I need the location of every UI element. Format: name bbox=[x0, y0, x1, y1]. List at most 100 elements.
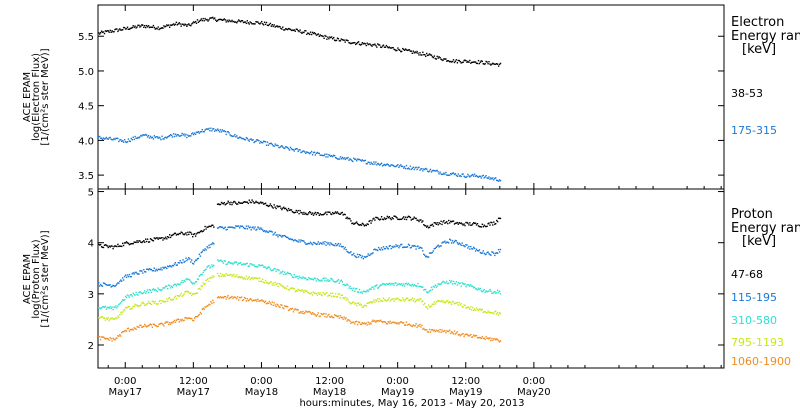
proton-point-1060-1900 bbox=[171, 322, 174, 324]
electron-point-38-53 bbox=[133, 26, 135, 29]
proton-point-310-580 bbox=[239, 262, 241, 264]
proton-point-47-68 bbox=[290, 209, 293, 211]
proton-point-795-1193 bbox=[466, 306, 468, 309]
proton-point-310-580 bbox=[406, 283, 409, 286]
proton-point-310-580 bbox=[286, 273, 288, 275]
proton-point-310-580 bbox=[138, 291, 140, 294]
proton-point-47-68 bbox=[365, 224, 367, 227]
proton-point-115-195 bbox=[289, 238, 292, 240]
proton-point-115-195 bbox=[247, 225, 249, 227]
proton-point-115-195 bbox=[461, 242, 463, 244]
proton-point-1060-1900 bbox=[127, 327, 130, 329]
electron-point-38-53 bbox=[316, 33, 319, 36]
proton-point-47-68 bbox=[343, 213, 345, 215]
electron-point-38-53 bbox=[378, 44, 380, 46]
electron-point-175-315 bbox=[210, 127, 212, 129]
electron-point-175-315 bbox=[159, 137, 161, 139]
proton-point-795-1193 bbox=[459, 304, 461, 306]
proton-point-795-1193 bbox=[125, 307, 128, 309]
proton-point-795-1193 bbox=[372, 301, 374, 303]
proton-point-795-1193 bbox=[446, 300, 448, 302]
proton-point-310-580 bbox=[334, 281, 337, 283]
proton-point-115-195 bbox=[108, 284, 110, 286]
proton-point-310-580 bbox=[156, 290, 158, 293]
proton-point-795-1193 bbox=[272, 282, 274, 284]
proton-point-115-195 bbox=[197, 257, 200, 260]
proton-point-310-580 bbox=[244, 263, 247, 266]
proton-point-47-68 bbox=[98, 243, 100, 246]
proton-point-115-195 bbox=[207, 247, 209, 249]
proton-point-115-195 bbox=[434, 247, 436, 249]
proton-point-795-1193 bbox=[334, 293, 337, 295]
electron-point-175-315 bbox=[222, 130, 225, 132]
electron-point-175-315 bbox=[391, 164, 393, 166]
proton-point-310-580 bbox=[296, 275, 298, 278]
proton-point-310-580 bbox=[268, 266, 271, 269]
proton-point-1060-1900 bbox=[425, 329, 427, 331]
proton-point-47-68 bbox=[368, 220, 370, 223]
proton-point-310-580 bbox=[231, 262, 233, 264]
proton-point-795-1193 bbox=[223, 274, 225, 276]
proton-point-795-1193 bbox=[177, 295, 179, 297]
proton-point-795-1193 bbox=[477, 309, 480, 312]
proton-point-795-1193 bbox=[384, 299, 387, 301]
electron-point-38-53 bbox=[375, 44, 377, 47]
proton-point-47-68 bbox=[460, 222, 462, 224]
proton-point-115-195 bbox=[406, 246, 409, 248]
electron-point-175-315 bbox=[278, 146, 280, 149]
proton-point-1060-1900 bbox=[418, 325, 420, 327]
proton-point-795-1193 bbox=[487, 310, 489, 312]
proton-point-1060-1900 bbox=[125, 330, 128, 332]
proton-point-47-68 bbox=[153, 237, 155, 239]
proton-point-47-68 bbox=[477, 225, 480, 227]
proton-point-310-580 bbox=[195, 281, 198, 283]
proton-point-310-580 bbox=[372, 286, 374, 288]
proton-point-1060-1900 bbox=[233, 296, 235, 298]
proton-point-1060-1900 bbox=[100, 336, 103, 338]
proton-point-47-68 bbox=[428, 226, 431, 228]
electron-point-38-53 bbox=[265, 21, 268, 24]
proton-point-310-580 bbox=[295, 276, 297, 278]
electron-point-175-315 bbox=[433, 170, 435, 172]
electron-point-175-315 bbox=[153, 135, 155, 137]
proton-point-795-1193 bbox=[411, 297, 413, 299]
proton-point-1060-1900 bbox=[330, 316, 332, 318]
proton-point-47-68 bbox=[336, 211, 339, 213]
proton-point-1060-1900 bbox=[180, 320, 182, 322]
proton-point-1060-1900 bbox=[447, 330, 449, 332]
electron-point-175-315 bbox=[341, 156, 343, 159]
proton-point-47-68 bbox=[239, 202, 241, 204]
proton-point-115-195 bbox=[380, 247, 383, 249]
proton-point-1060-1900 bbox=[284, 305, 286, 307]
proton-point-1060-1900 bbox=[474, 334, 477, 337]
proton-point-1060-1900 bbox=[169, 323, 172, 325]
proton-point-47-68 bbox=[306, 213, 308, 216]
proton-point-115-195 bbox=[116, 283, 118, 285]
proton-point-1060-1900 bbox=[263, 301, 266, 304]
proton-point-115-195 bbox=[371, 253, 373, 255]
proton-point-115-195 bbox=[271, 231, 273, 233]
proton-point-115-195 bbox=[347, 251, 349, 253]
proton-point-1060-1900 bbox=[417, 324, 419, 327]
electron-point-175-315 bbox=[151, 136, 154, 138]
proton-legend-title-3: [keV] bbox=[742, 234, 776, 249]
electron-point-38-53 bbox=[210, 17, 212, 19]
proton-point-47-68 bbox=[372, 218, 374, 220]
electron-point-38-53 bbox=[425, 55, 427, 57]
proton-point-795-1193 bbox=[465, 307, 467, 309]
proton-point-47-68 bbox=[226, 202, 228, 204]
electron-point-38-53 bbox=[236, 22, 238, 24]
proton-point-1060-1900 bbox=[408, 323, 411, 325]
proton-point-1060-1900 bbox=[266, 302, 269, 304]
proton-point-310-580 bbox=[175, 285, 178, 287]
x-tick-date-label: May17 bbox=[177, 387, 210, 398]
electron-point-38-53 bbox=[411, 52, 413, 54]
electron-point-38-53 bbox=[122, 26, 125, 29]
proton-point-795-1193 bbox=[413, 298, 415, 300]
electron-point-38-53 bbox=[441, 59, 443, 61]
electron-point-175-315 bbox=[451, 172, 454, 174]
proton-point-310-580 bbox=[461, 282, 463, 284]
proton-point-115-195 bbox=[280, 235, 282, 237]
proton-point-795-1193 bbox=[379, 300, 382, 302]
proton-point-115-195 bbox=[177, 262, 179, 264]
